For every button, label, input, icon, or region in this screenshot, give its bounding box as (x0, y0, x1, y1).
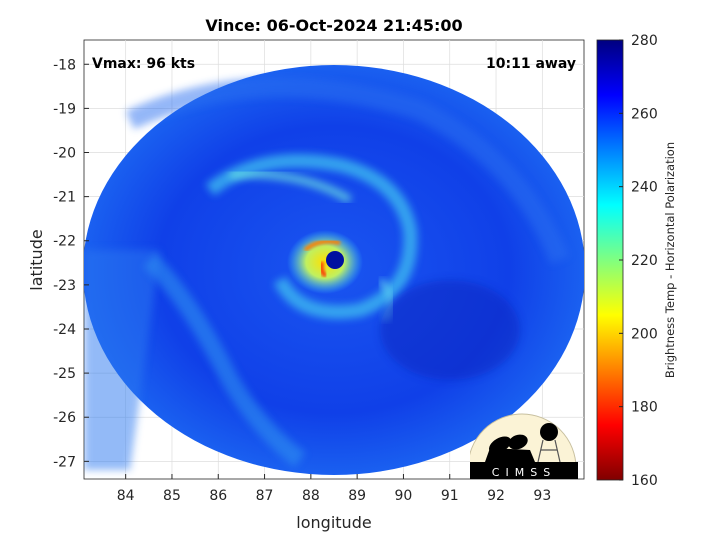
eye (326, 251, 344, 269)
colorbar-tick-label: 200 (631, 326, 658, 342)
y-tick-label: -19 (53, 101, 76, 117)
y-tick-label: -23 (53, 278, 76, 294)
colorbar-label: Brightness Temp - Horizontal Polarizatio… (663, 142, 677, 378)
y-axis-label: latitude (27, 229, 46, 290)
x-axis: 84 85 86 87 88 89 90 91 92 93 (117, 474, 551, 504)
colorbar-tick-label: 260 (631, 106, 658, 122)
colorbar-gradient (596, 39, 624, 481)
x-tick-label: 84 (117, 488, 135, 504)
y-tick-label: -20 (53, 146, 76, 162)
x-tick-label: 90 (395, 488, 413, 504)
colorbar-tick-label: 180 (631, 400, 658, 416)
colorbar-tick-label: 240 (631, 180, 658, 196)
vmax-annotation: Vmax: 96 kts (92, 56, 195, 72)
x-axis-label: longitude (296, 513, 371, 532)
logo-text: CIMSS (492, 466, 556, 479)
x-tick-label: 91 (441, 488, 459, 504)
y-tick-label: -27 (53, 454, 76, 470)
x-tick-label: 85 (163, 488, 181, 504)
y-axis: -18 -19 -20 -21 -22 -23 -24 -25 -26 -27 (53, 57, 89, 470)
eyewall (287, 230, 363, 294)
y-tick-label: -26 (53, 410, 76, 426)
x-tick-label: 89 (348, 488, 366, 504)
x-tick-label: 88 (302, 488, 320, 504)
brightness-image (84, 65, 584, 475)
colorbar-tick-label: 160 (631, 473, 658, 489)
y-tick-label: -22 (53, 234, 76, 250)
y-tick-label: -18 (53, 57, 76, 73)
chart-title: Vince: 06-Oct-2024 21:45:00 (205, 16, 462, 35)
time-away-annotation: 10:11 away (486, 56, 576, 72)
y-tick-label: -25 (53, 366, 76, 382)
colorbar-tick-label: 280 (631, 33, 658, 49)
colorbar-tick-label: 220 (631, 253, 658, 269)
cimss-logo: CIMSS (470, 413, 578, 479)
y-tick-label: -21 (53, 190, 76, 206)
x-tick-label: 86 (209, 488, 227, 504)
x-tick-label: 93 (533, 488, 551, 504)
dark-region (380, 280, 520, 380)
x-tick-label: 92 (487, 488, 505, 504)
x-tick-label: 87 (256, 488, 274, 504)
outer-rainband (205, 153, 418, 319)
colorbar: 160 180 200 220 240 260 280 Brightness Temp - … (596, 33, 677, 489)
y-tick-label: -24 (53, 322, 76, 338)
